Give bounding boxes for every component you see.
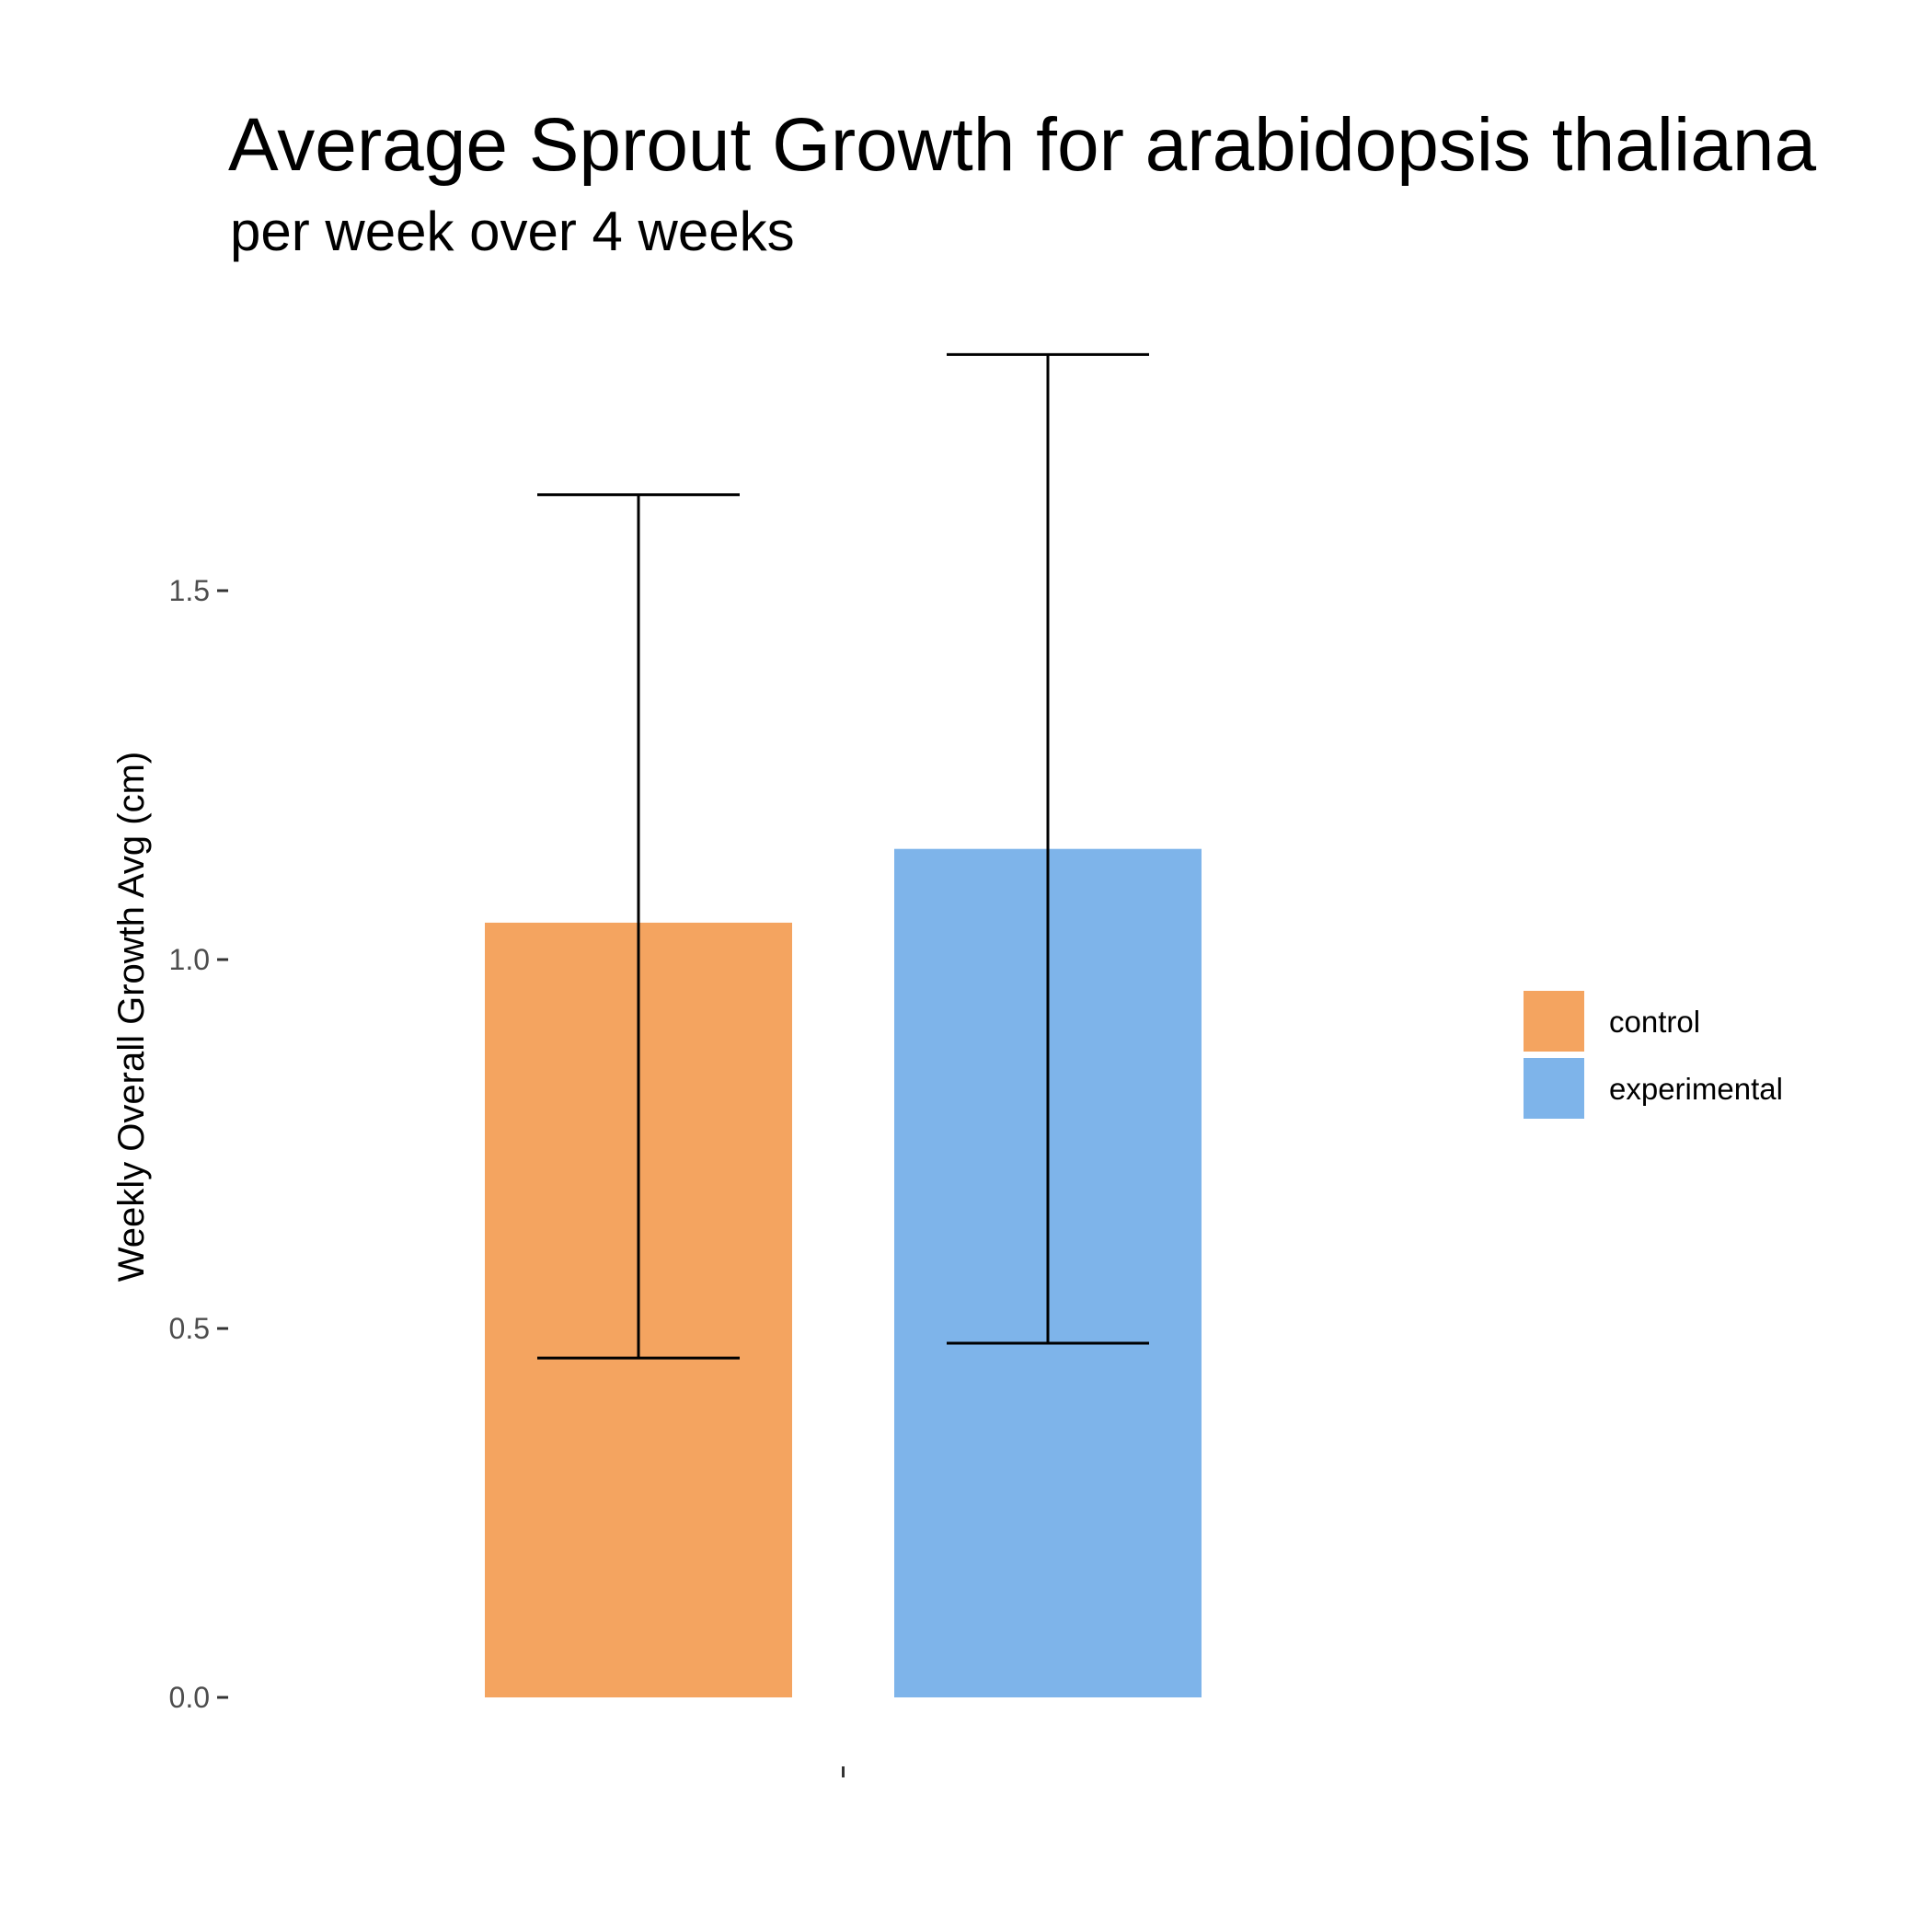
error-bar-control — [537, 493, 740, 1360]
chart-title: Average Sprout Growth for arabidopsis th… — [228, 103, 1816, 187]
y-tick-label: 0.0 — [169, 1681, 210, 1714]
error-bars — [537, 352, 1149, 1360]
y-tick-label: 1.0 — [169, 943, 210, 976]
legend-key-experimental — [1524, 1058, 1584, 1119]
error-bar-experimental — [947, 352, 1149, 1345]
chart-subtitle: per week over 4 weeks — [230, 201, 795, 262]
legend-label-experimental: experimental — [1609, 1072, 1783, 1106]
legend: control experimental — [1524, 991, 1783, 1119]
y-tick-label: 1.5 — [169, 574, 210, 607]
y-axis: 0.0 0.5 1.0 1.5 — [169, 574, 228, 1714]
bars — [485, 848, 1202, 1697]
y-axis-label: Weekly Overall Growth Avg (cm) — [111, 752, 152, 1282]
y-tick-label: 0.5 — [169, 1312, 210, 1345]
legend-key-control — [1524, 991, 1584, 1052]
legend-label-control: control — [1609, 1005, 1700, 1039]
